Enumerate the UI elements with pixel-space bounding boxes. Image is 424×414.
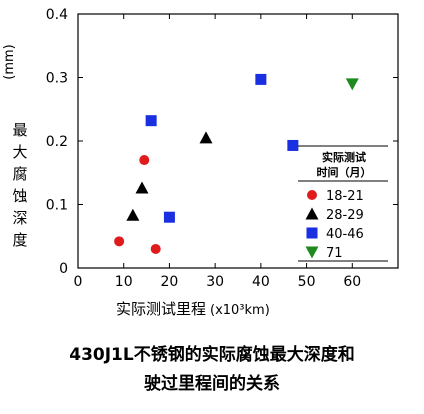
data-point-square xyxy=(287,139,299,151)
legend-title: 实际测试 xyxy=(322,150,366,164)
data-point-circle xyxy=(150,243,161,254)
y-axis-label: 最大腐蚀深度 xyxy=(12,121,27,249)
x-tick-label: 30 xyxy=(206,274,224,290)
caption-line-1: 430J1L不锈钢的实际腐蚀最大深度和 xyxy=(69,344,354,365)
legend-marker-triangle-down xyxy=(305,246,319,259)
data-point-square xyxy=(145,115,157,127)
x-tick-label: 50 xyxy=(298,274,316,290)
legend-label: 28-29 xyxy=(326,208,364,223)
y-tick-label: 0.2 xyxy=(46,134,68,150)
legend-marker-circle xyxy=(307,190,317,200)
data-point-triangle-down xyxy=(345,78,359,91)
data-points xyxy=(114,73,359,254)
y-axis-unit: (mm) xyxy=(2,44,17,79)
axes: 0 10 20 30 40 50 60 0 0.1 0.2 0.3 0.4 xyxy=(46,7,398,290)
legend-label: 18-21 xyxy=(326,189,364,204)
y-tick-label: 0.4 xyxy=(46,7,68,23)
x-tick-label: 10 xyxy=(115,274,133,290)
caption-line-2: 驶过里程间的关系 xyxy=(144,373,280,394)
y-tick-label: 0 xyxy=(59,261,68,277)
data-point-circle xyxy=(114,236,125,247)
data-point-triangle xyxy=(199,131,213,144)
legend-marker-square xyxy=(306,227,318,239)
data-point-triangle xyxy=(126,208,140,221)
legend-title: 时间（月） xyxy=(317,165,372,179)
legend-label: 71 xyxy=(326,246,343,261)
x-axis-unit: (x10³km) xyxy=(210,303,270,318)
data-point-square xyxy=(163,211,175,223)
data-point-circle xyxy=(139,155,150,166)
x-tick-label: 40 xyxy=(252,274,270,290)
legend-label: 40-46 xyxy=(326,227,364,242)
x-tick-label: 60 xyxy=(343,274,361,290)
x-axis-label: 实际测试里程 xyxy=(116,300,206,318)
legend-marker-triangle xyxy=(305,207,319,220)
x-tick-label: 0 xyxy=(74,274,83,290)
data-point-triangle xyxy=(135,181,149,194)
y-tick-label: 0.1 xyxy=(46,198,68,214)
y-tick-label: 0.3 xyxy=(46,71,68,87)
data-point-square xyxy=(255,73,267,85)
x-tick-label: 20 xyxy=(161,274,179,290)
